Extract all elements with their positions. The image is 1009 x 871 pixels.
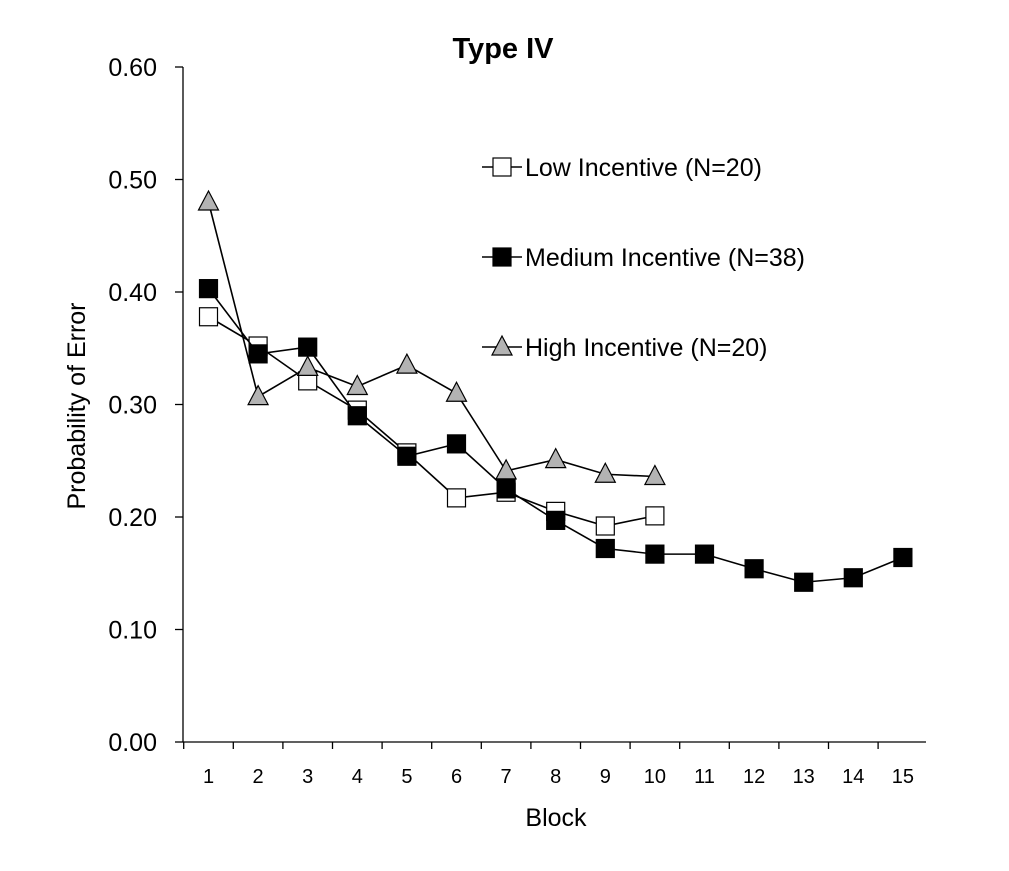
data-point <box>595 516 615 536</box>
legend-marker <box>492 157 512 177</box>
y-axis-label: Probability of Error <box>63 302 91 509</box>
legend: Low Incentive (N=20) Medium Incentive (N=… <box>482 154 805 362</box>
data-point <box>694 544 715 564</box>
y-tick-label: 0.50 <box>108 167 157 195</box>
data-point <box>645 544 665 564</box>
y-tick-label: 0.00 <box>108 729 157 757</box>
legend-item: High Incentive (N=20) <box>482 334 767 362</box>
data-point <box>248 344 268 364</box>
chart-title: Type IV <box>453 33 555 65</box>
x-tick-label: 14 <box>842 766 864 788</box>
data-point <box>594 461 617 483</box>
y-tick-label: 0.40 <box>108 279 157 307</box>
data-point <box>496 479 516 499</box>
legend-label: Low Incentive (N=20) <box>525 154 762 182</box>
legend-marker <box>492 247 512 267</box>
series-high-incentive-n-20 <box>197 189 666 486</box>
data-point <box>347 406 367 426</box>
series-medium-incentive-n-38 <box>198 279 913 592</box>
data-point <box>546 510 566 530</box>
x-tick-label: 1 <box>203 766 214 788</box>
data-point <box>395 352 418 374</box>
x-tick-label: 8 <box>550 766 561 788</box>
series-line <box>207 288 904 584</box>
data-point <box>446 488 467 508</box>
data-point <box>893 547 913 568</box>
axes: 0.000.100.200.300.400.500.601 2 3 4 5 6 7 8 9 10 1… <box>108 54 926 788</box>
x-tick-label: 10 <box>644 766 666 788</box>
x-tick-label: 7 <box>501 766 512 788</box>
data-point <box>744 559 764 579</box>
data-point <box>645 506 665 526</box>
x-tick-label: 12 <box>743 766 765 788</box>
y-tick-label: 0.20 <box>108 504 157 532</box>
series-line <box>208 316 656 527</box>
x-tick-label: 13 <box>793 766 815 788</box>
x-axis-label: Block <box>525 804 587 832</box>
x-tick-label: 3 <box>302 766 313 788</box>
data-point <box>397 446 417 466</box>
legend-label: Medium Incentive (N=38) <box>525 244 805 272</box>
x-tick-label: 9 <box>600 766 611 788</box>
x-tick-label: 15 <box>892 766 914 788</box>
data-point <box>197 189 220 211</box>
data-point <box>247 384 270 406</box>
legend-item: Medium Incentive (N=38) <box>482 244 805 272</box>
x-tick-label: 2 <box>253 766 264 788</box>
legend-label: High Incentive (N=20) <box>525 334 767 362</box>
data-point <box>495 458 518 480</box>
y-tick-label: 0.60 <box>108 54 157 82</box>
data-point <box>843 568 863 588</box>
data-point <box>544 447 567 469</box>
legend-item: Low Incentive (N=20) <box>482 154 762 182</box>
x-tick-label: 5 <box>401 766 412 788</box>
data-point <box>198 307 219 327</box>
x-tick-label: 11 <box>694 766 715 788</box>
data-point <box>643 464 666 486</box>
data-point <box>794 572 814 592</box>
x-tick-label: 4 <box>352 766 363 788</box>
legend-marker <box>491 334 513 356</box>
data-point <box>446 434 467 454</box>
data-point <box>296 355 319 376</box>
data-point <box>445 380 468 402</box>
data-point <box>346 374 369 396</box>
series-layer <box>197 189 913 592</box>
series-line <box>207 201 655 478</box>
y-tick-label: 0.30 <box>108 392 157 420</box>
y-tick-label: 0.10 <box>108 617 157 645</box>
x-tick-label: 6 <box>451 766 462 788</box>
data-point <box>298 337 318 357</box>
data-point <box>595 538 615 559</box>
data-point <box>198 279 219 299</box>
